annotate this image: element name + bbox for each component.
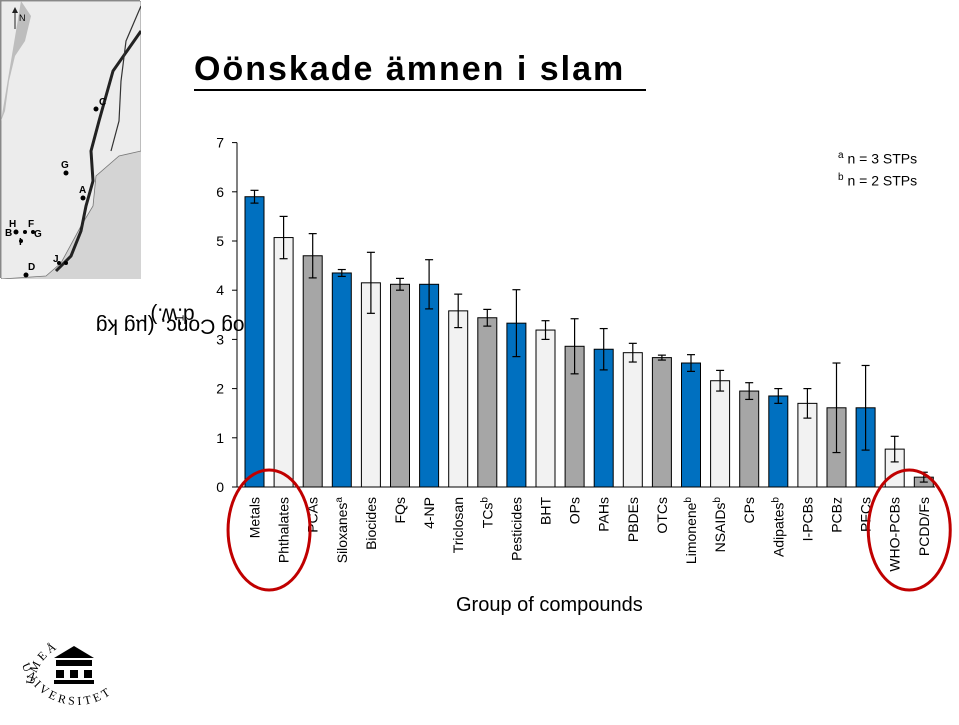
x-tick-label: Biocides xyxy=(363,497,379,550)
map-site-label: D xyxy=(28,262,35,273)
map-site-label: B xyxy=(5,228,12,239)
x-tick-label: NSAIDsb xyxy=(712,497,728,553)
map-site-label: H xyxy=(9,219,16,230)
x-tick-label: 4-NP xyxy=(421,497,437,529)
y-tick-label: 1 xyxy=(216,430,224,446)
y-tick-label: 4 xyxy=(216,282,224,298)
x-tick-label-sup: b xyxy=(683,497,694,503)
university-logo: UMEÅ UNIVERSITET xyxy=(4,620,154,720)
y-tick-label: 5 xyxy=(216,233,224,249)
x-tick-label: PCBz xyxy=(829,497,845,533)
bar xyxy=(535,329,556,488)
map-site-label: G xyxy=(34,229,42,240)
map-site-label: C xyxy=(99,97,106,108)
bar xyxy=(651,357,672,488)
bar xyxy=(768,395,789,488)
bar xyxy=(331,272,352,488)
x-tick-label: PAHs xyxy=(596,497,612,532)
x-tick-label: Limoneneb xyxy=(683,497,699,565)
logo-text-bottom: UNIVERSITET xyxy=(19,661,112,709)
bar xyxy=(477,317,498,488)
x-tick-label: Pesticides xyxy=(508,497,524,561)
map-site-label: J xyxy=(53,254,59,265)
note-a-mark: a xyxy=(838,150,844,161)
highlight-circle xyxy=(226,468,312,592)
bar xyxy=(681,362,701,488)
x-tick-label: WHO-PCBs xyxy=(887,497,903,572)
x-axis-label: Group of compounds xyxy=(456,594,643,616)
x-tick-label: Phthalates xyxy=(276,497,292,563)
x-tick-label: CPs xyxy=(741,497,757,523)
bar xyxy=(390,283,410,488)
bar xyxy=(739,390,760,488)
map-site-label: G xyxy=(61,160,69,171)
map-site-label: I xyxy=(19,237,22,248)
bar xyxy=(273,237,294,488)
note-b-mark: b xyxy=(838,172,844,183)
x-tick-label: Triclosan xyxy=(450,497,466,553)
x-tick-label: BHT xyxy=(538,497,554,525)
note-a-text: n = 3 STPs xyxy=(847,150,918,167)
x-tick-label: PBDEs xyxy=(625,497,641,542)
page-title: Oönskade ämnen i slam xyxy=(194,50,626,88)
x-tick-label-sup: b xyxy=(770,497,781,503)
x-tick-label: Adipatesb xyxy=(770,497,786,557)
note-b-text: n = 2 STPs xyxy=(847,172,918,189)
bar xyxy=(302,255,323,488)
title-underline xyxy=(194,89,646,91)
x-tick-label: Metals xyxy=(247,497,263,538)
x-tick-label: OPs xyxy=(567,497,583,524)
x-tick-label: OTCs xyxy=(654,497,670,534)
map-drawing: N C G A H F B G I D J xyxy=(0,0,143,280)
svg-text:UNIVERSITET: UNIVERSITET xyxy=(19,661,115,709)
x-tick-label: PCDD/Fs xyxy=(916,497,932,556)
bar xyxy=(448,310,469,488)
x-tick-label: FQs xyxy=(392,497,408,523)
bar xyxy=(244,196,265,488)
note-a: a n = 3 STPs xyxy=(838,150,917,167)
x-tick-label: TCsb xyxy=(479,497,495,529)
logo-emblem: UMEÅ UNIVERSITET xyxy=(19,638,115,709)
x-tick-label-sup: b xyxy=(712,497,723,503)
y-tick-label: 0 xyxy=(216,479,224,495)
highlight-circle xyxy=(866,468,952,592)
note-b: b n = 2 STPs xyxy=(838,172,917,189)
y-tick-label: 7 xyxy=(216,135,224,151)
x-tick-label: I-PCBs xyxy=(799,497,815,541)
map-north-label: N xyxy=(19,13,26,23)
x-tick-label: Siloxanesa xyxy=(334,497,350,564)
y-tick-label: 6 xyxy=(216,184,224,200)
bar xyxy=(622,352,643,488)
x-tick-label-sup: a xyxy=(334,497,345,503)
x-tick-label-sup: b xyxy=(479,497,490,503)
bar xyxy=(710,380,731,488)
sweden-map: N C G A H F B G I D J xyxy=(0,0,143,280)
map-site-label: F xyxy=(28,219,34,230)
map-site-label: A xyxy=(79,185,86,196)
y-tick-label: 2 xyxy=(216,381,224,397)
y-tick-label: 3 xyxy=(216,331,224,347)
bar xyxy=(419,283,440,488)
